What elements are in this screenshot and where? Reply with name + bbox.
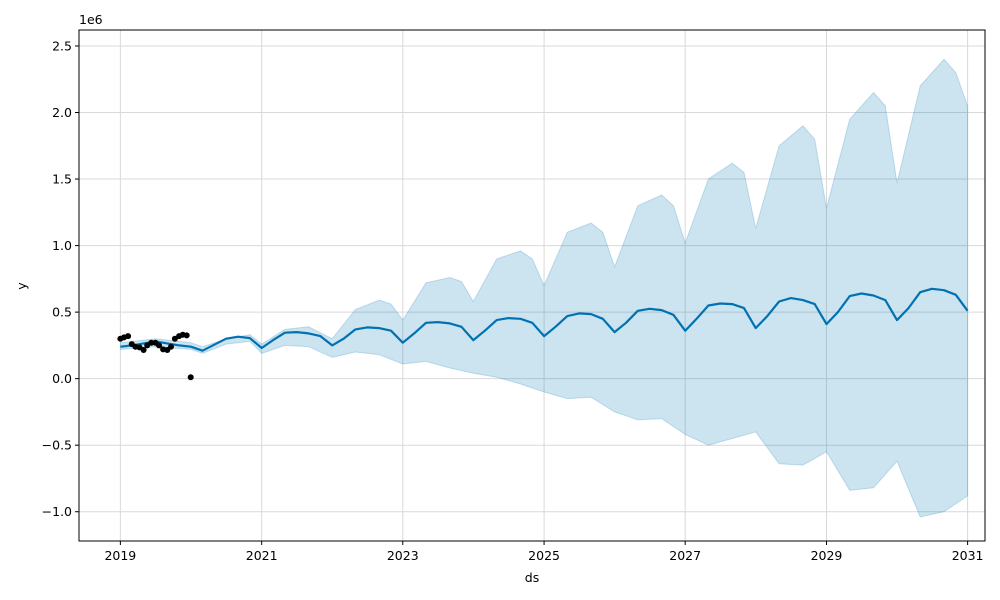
y-axis-label: y xyxy=(14,282,29,290)
x-tick-label: 2029 xyxy=(811,548,843,563)
observed-point xyxy=(183,332,190,339)
x-axis-ticks: 2019 2021 2023 2025 2027 2029 2031 xyxy=(104,541,984,563)
y-tick-label: 1.5 xyxy=(52,172,72,187)
observed-point xyxy=(140,347,147,353)
x-tick-label: 2021 xyxy=(246,548,278,563)
forecast-line-group xyxy=(120,287,969,352)
x-tick-label: 2023 xyxy=(387,548,419,563)
x-tick-label: 2025 xyxy=(528,548,560,563)
observed-point xyxy=(125,333,132,340)
x-axis-label: ds xyxy=(525,570,539,585)
x-tick-label: 2031 xyxy=(952,548,984,563)
y-tick-label: 1.0 xyxy=(52,238,72,253)
uncertainty-band xyxy=(119,58,969,518)
y-offset-label: 1e6 xyxy=(79,12,103,27)
y-axis-ticks: −1.0 −0.5 0.0 0.5 1.0 1.5 2.0 2.5 xyxy=(42,38,79,519)
observed-point xyxy=(187,374,194,381)
observed-point xyxy=(148,339,155,346)
y-tick-label: 2.5 xyxy=(52,38,72,53)
y-tick-label: 0.0 xyxy=(52,371,72,386)
observed-points xyxy=(117,331,194,381)
x-tick-label: 2019 xyxy=(104,548,136,563)
observed-point xyxy=(168,343,174,350)
y-tick-label: 0.5 xyxy=(52,305,72,320)
y-tick-label: 2.0 xyxy=(52,105,72,120)
plot-area-frame xyxy=(78,29,986,542)
uncertainty-band-area xyxy=(119,58,969,518)
y-tick-label: −1.0 xyxy=(42,504,72,519)
grid xyxy=(79,30,985,541)
forecast-line xyxy=(120,287,969,352)
observed-point xyxy=(156,342,162,349)
y-tick-label: −0.5 xyxy=(42,438,72,453)
x-tick-label: 2027 xyxy=(669,548,701,563)
